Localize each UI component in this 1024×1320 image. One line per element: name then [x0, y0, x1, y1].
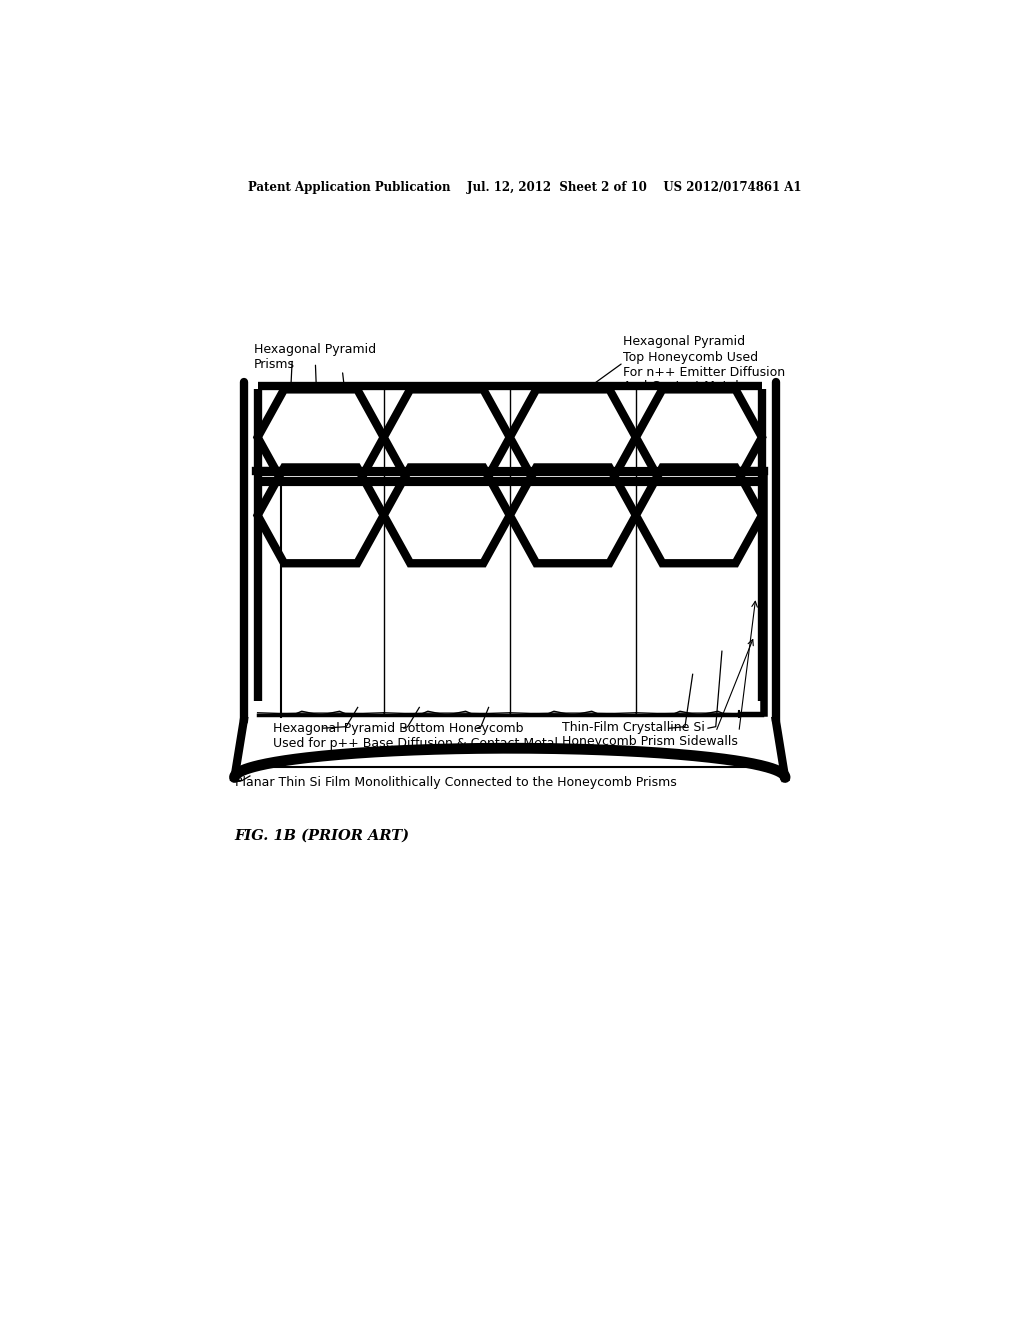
Text: Planar Thin Si Film Monolithically Connected to the Honeycomb Prisms: Planar Thin Si Film Monolithically Conne… — [234, 776, 676, 789]
Polygon shape — [636, 389, 762, 486]
Text: Thin-Film Crystalline Si
Honeycomb Prism Sidewalls: Thin-Film Crystalline Si Honeycomb Prism… — [562, 721, 737, 748]
Polygon shape — [636, 467, 762, 564]
Text: Hexagonal Pyramid
Prisms: Hexagonal Pyramid Prisms — [254, 343, 376, 371]
Text: Hexagonal Pyramid Bottom Honeycomb
Used for p++ Base Diffusion & Contact Metal: Hexagonal Pyramid Bottom Honeycomb Used … — [273, 722, 558, 750]
Text: FIG. 1B (PRIOR ART): FIG. 1B (PRIOR ART) — [234, 829, 410, 842]
Polygon shape — [510, 467, 636, 564]
Polygon shape — [384, 467, 510, 564]
Polygon shape — [510, 389, 636, 486]
Polygon shape — [258, 389, 384, 486]
Text: Patent Application Publication    Jul. 12, 2012  Sheet 2 of 10    US 2012/017486: Patent Application Publication Jul. 12, … — [248, 181, 802, 194]
Polygon shape — [258, 471, 762, 713]
Polygon shape — [384, 389, 510, 486]
Polygon shape — [258, 467, 384, 564]
Text: Hexagonal Pyramid
Top Honeycomb Used
For n++ Emitter Diffusion
And Contact Metal: Hexagonal Pyramid Top Honeycomb Used For… — [624, 335, 785, 393]
